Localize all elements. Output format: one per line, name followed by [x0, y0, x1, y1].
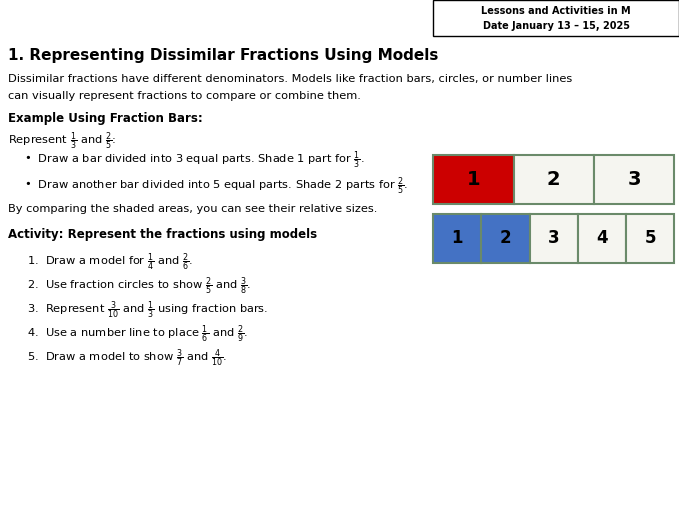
Text: 5.  Draw a model to show $\frac{3}{7}$ and $\frac{4}{10}$.: 5. Draw a model to show $\frac{3}{7}$ an…	[27, 347, 227, 368]
FancyBboxPatch shape	[513, 155, 594, 204]
Text: 4.  Use a number line to place $\frac{1}{6}$ and $\frac{2}{9}$.: 4. Use a number line to place $\frac{1}{…	[27, 323, 248, 344]
Text: Activity: Represent the fractions using models: Activity: Represent the fractions using …	[8, 228, 317, 241]
Text: 1. Representing Dissimilar Fractions Using Models: 1. Representing Dissimilar Fractions Usi…	[8, 48, 439, 63]
Text: 1: 1	[466, 170, 480, 189]
Text: Date January 13 – 15, 2025: Date January 13 – 15, 2025	[483, 21, 629, 31]
FancyBboxPatch shape	[433, 155, 513, 204]
Text: can visually represent fractions to compare or combine them.: can visually represent fractions to comp…	[8, 91, 361, 101]
Text: •  Draw another bar divided into 5 equal parts. Shade 2 parts for $\frac{2}{5}$.: • Draw another bar divided into 5 equal …	[24, 175, 408, 196]
Text: 5: 5	[644, 229, 656, 247]
Text: Represent $\frac{1}{3}$ and $\frac{2}{5}$:: Represent $\frac{1}{3}$ and $\frac{2}{5}…	[8, 130, 116, 152]
FancyBboxPatch shape	[578, 214, 626, 263]
Text: Example Using Fraction Bars:: Example Using Fraction Bars:	[8, 112, 203, 125]
Text: 2: 2	[500, 229, 511, 247]
Text: 3: 3	[627, 170, 641, 189]
Text: Dissimilar fractions have different denominators. Models like fraction bars, cir: Dissimilar fractions have different deno…	[8, 74, 572, 84]
FancyBboxPatch shape	[481, 214, 530, 263]
FancyBboxPatch shape	[594, 155, 674, 204]
Text: 1: 1	[452, 229, 463, 247]
Text: 3: 3	[548, 229, 559, 247]
Text: 4: 4	[596, 229, 608, 247]
Text: •  Draw a bar divided into 3 equal parts. Shade 1 part for $\frac{1}{3}$.: • Draw a bar divided into 3 equal parts.…	[24, 150, 365, 171]
FancyBboxPatch shape	[530, 214, 578, 263]
FancyBboxPatch shape	[433, 0, 679, 36]
Text: 3.  Represent $\frac{3}{10}$ and $\frac{1}{3}$ using fraction bars.: 3. Represent $\frac{3}{10}$ and $\frac{1…	[27, 299, 268, 320]
FancyBboxPatch shape	[626, 214, 674, 263]
FancyBboxPatch shape	[433, 214, 481, 263]
Text: 2.  Use fraction circles to show $\frac{2}{5}$ and $\frac{3}{8}$.: 2. Use fraction circles to show $\frac{2…	[27, 275, 251, 296]
Text: Lessons and Activities in M: Lessons and Activities in M	[481, 6, 631, 16]
Text: 1.  Draw a model for $\frac{1}{4}$ and $\frac{2}{6}$.: 1. Draw a model for $\frac{1}{4}$ and $\…	[27, 251, 194, 272]
Text: By comparing the shaded areas, you can see their relative sizes.: By comparing the shaded areas, you can s…	[8, 204, 378, 214]
Text: 2: 2	[547, 170, 561, 189]
